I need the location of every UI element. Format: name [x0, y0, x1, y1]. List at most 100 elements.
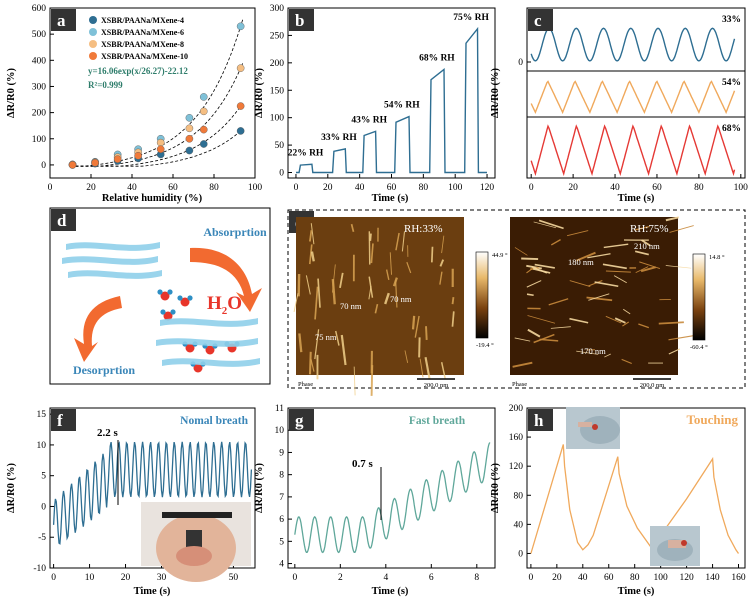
panel-f-frame — [49, 407, 256, 569]
afm-phase-33: Phase — [298, 381, 313, 388]
afm-streak — [308, 244, 313, 265]
data-point — [185, 114, 194, 122]
x-tick-label: 160 — [731, 573, 746, 583]
panel-a: 0 20 40 60 80 100 0 100 200 300 400 500 600 a XSBR/P… — [6, 4, 262, 204]
afm-streak — [605, 315, 622, 324]
rh-label: 75% RH — [453, 13, 489, 23]
afm-streak — [548, 298, 569, 306]
afm-streak — [310, 223, 315, 245]
y-tick-label: 50 — [275, 141, 285, 151]
afm-streak — [512, 361, 533, 368]
y-tick-label: 0 — [518, 549, 523, 559]
x-tick-label: 30 — [157, 573, 167, 583]
oxygen-atom — [180, 297, 190, 307]
afm-streak — [440, 362, 446, 380]
afm-streak — [635, 266, 649, 274]
data-point — [236, 127, 245, 135]
panel-d-letter-box — [51, 209, 76, 231]
panel-f-ylabel: ΔR/R0 (%) — [6, 462, 17, 513]
y-tick-label: 250 — [270, 31, 285, 41]
afm-streak — [550, 239, 561, 246]
panel-g-xlabel: Time (s) — [372, 586, 409, 597]
oxygen-atom — [163, 311, 173, 321]
afm-streak — [566, 230, 589, 237]
x-tick-label: 6 — [429, 573, 434, 583]
afm-streaks-33 — [293, 223, 455, 396]
y-tick-label: 200 — [32, 109, 47, 119]
afm-streak — [370, 243, 374, 264]
afm-streak — [533, 333, 555, 344]
x-tick-label: 60 — [652, 183, 662, 193]
afm-streak — [634, 250, 649, 256]
afm-streak — [665, 216, 680, 222]
panel-h-letter: h — [534, 411, 544, 430]
afm-streak — [634, 225, 650, 231]
panel-h: 0 20 40 60 80 100 120 140 160 0 40 80 120 160 200 h To… — [490, 404, 746, 597]
panel-g: 0 2 4 6 8 4 5 6 7 8 9 10 11 g Fast breath 0.7 s Time… — [254, 404, 496, 597]
y-tick-label: 10 — [37, 441, 47, 451]
y-tick-label: 400 — [32, 56, 47, 66]
x-tick-label: 80 — [630, 573, 640, 583]
oxygen-atom — [193, 363, 203, 373]
fit-curve — [70, 128, 243, 167]
data-point — [91, 159, 99, 167]
mxene-layers-wet — [156, 318, 260, 367]
afm-streak — [419, 358, 424, 378]
afm-streak — [332, 264, 336, 293]
afm-streak — [308, 230, 313, 242]
panel-a-letter: a — [57, 11, 66, 30]
y-tick-label: 200 — [270, 59, 285, 69]
y-tick-label: 40 — [514, 520, 524, 530]
fit-curve — [70, 19, 244, 167]
afm-streak — [317, 278, 321, 308]
afm-streak — [404, 350, 409, 363]
hydrogen-atom — [160, 309, 166, 315]
panel-b-letter: b — [295, 11, 304, 30]
x-tick-label: 0 — [292, 573, 297, 583]
panel-c-frame — [526, 7, 746, 179]
afm-streak — [669, 225, 694, 233]
afm-streak — [335, 330, 340, 346]
afm-streak — [414, 315, 420, 338]
x-tick-label: 4 — [383, 573, 388, 583]
afm-streak — [665, 265, 692, 269]
y-tick-label: 11 — [275, 404, 284, 414]
afm-streak — [395, 232, 400, 251]
y-tick-label: 9 — [279, 448, 284, 458]
panel-c-letter: c — [534, 11, 542, 30]
panel-c-ylabel: ΔR/R0 (%) — [490, 67, 501, 118]
hydrogen-atom — [157, 289, 163, 295]
panel-d: d Absorprtion Desorprtion H2O — [49, 207, 271, 385]
mxene-layers-dry — [62, 242, 162, 279]
afm-streak — [531, 265, 548, 274]
panel-f-xlabel: Time (s) — [134, 586, 171, 597]
rh-label: 43% RH — [351, 115, 387, 125]
x-tick-label: 60 — [387, 183, 397, 193]
panel-f-annotation: 2.2 s — [97, 427, 119, 439]
panel-h-xlabel: Time (s) — [618, 586, 655, 597]
afm-streak — [605, 270, 631, 273]
y-tick-label: 120 — [509, 462, 524, 472]
y-tick-label: 0 — [41, 161, 46, 171]
afm-streak — [424, 357, 431, 379]
panel-b-ticks: 0 20 40 60 80 100 120 0 50 100 150 200 250 300 — [270, 4, 495, 193]
afm-streak — [576, 251, 596, 262]
afm-streak — [526, 293, 534, 297]
oxygen-atom — [185, 343, 195, 353]
breath-photo — [141, 502, 251, 582]
panel-c-xlabel: Time (s) — [618, 193, 655, 204]
x-tick-label: 0 — [294, 183, 299, 193]
x-tick-label: 20 — [568, 183, 578, 193]
y-tick-label: 100 — [32, 135, 47, 145]
afm-streak — [550, 326, 571, 329]
afm-streak — [392, 277, 398, 287]
afm-streak — [587, 253, 611, 259]
afm-streak — [533, 221, 557, 229]
afm-colorbar-75 — [692, 253, 706, 341]
desorption-label: Desorprtion — [73, 363, 135, 377]
afm-streak — [305, 275, 311, 295]
afm-streak — [621, 358, 632, 365]
panel-c-letter-box — [528, 9, 553, 31]
hydrogen-atom — [167, 289, 173, 295]
